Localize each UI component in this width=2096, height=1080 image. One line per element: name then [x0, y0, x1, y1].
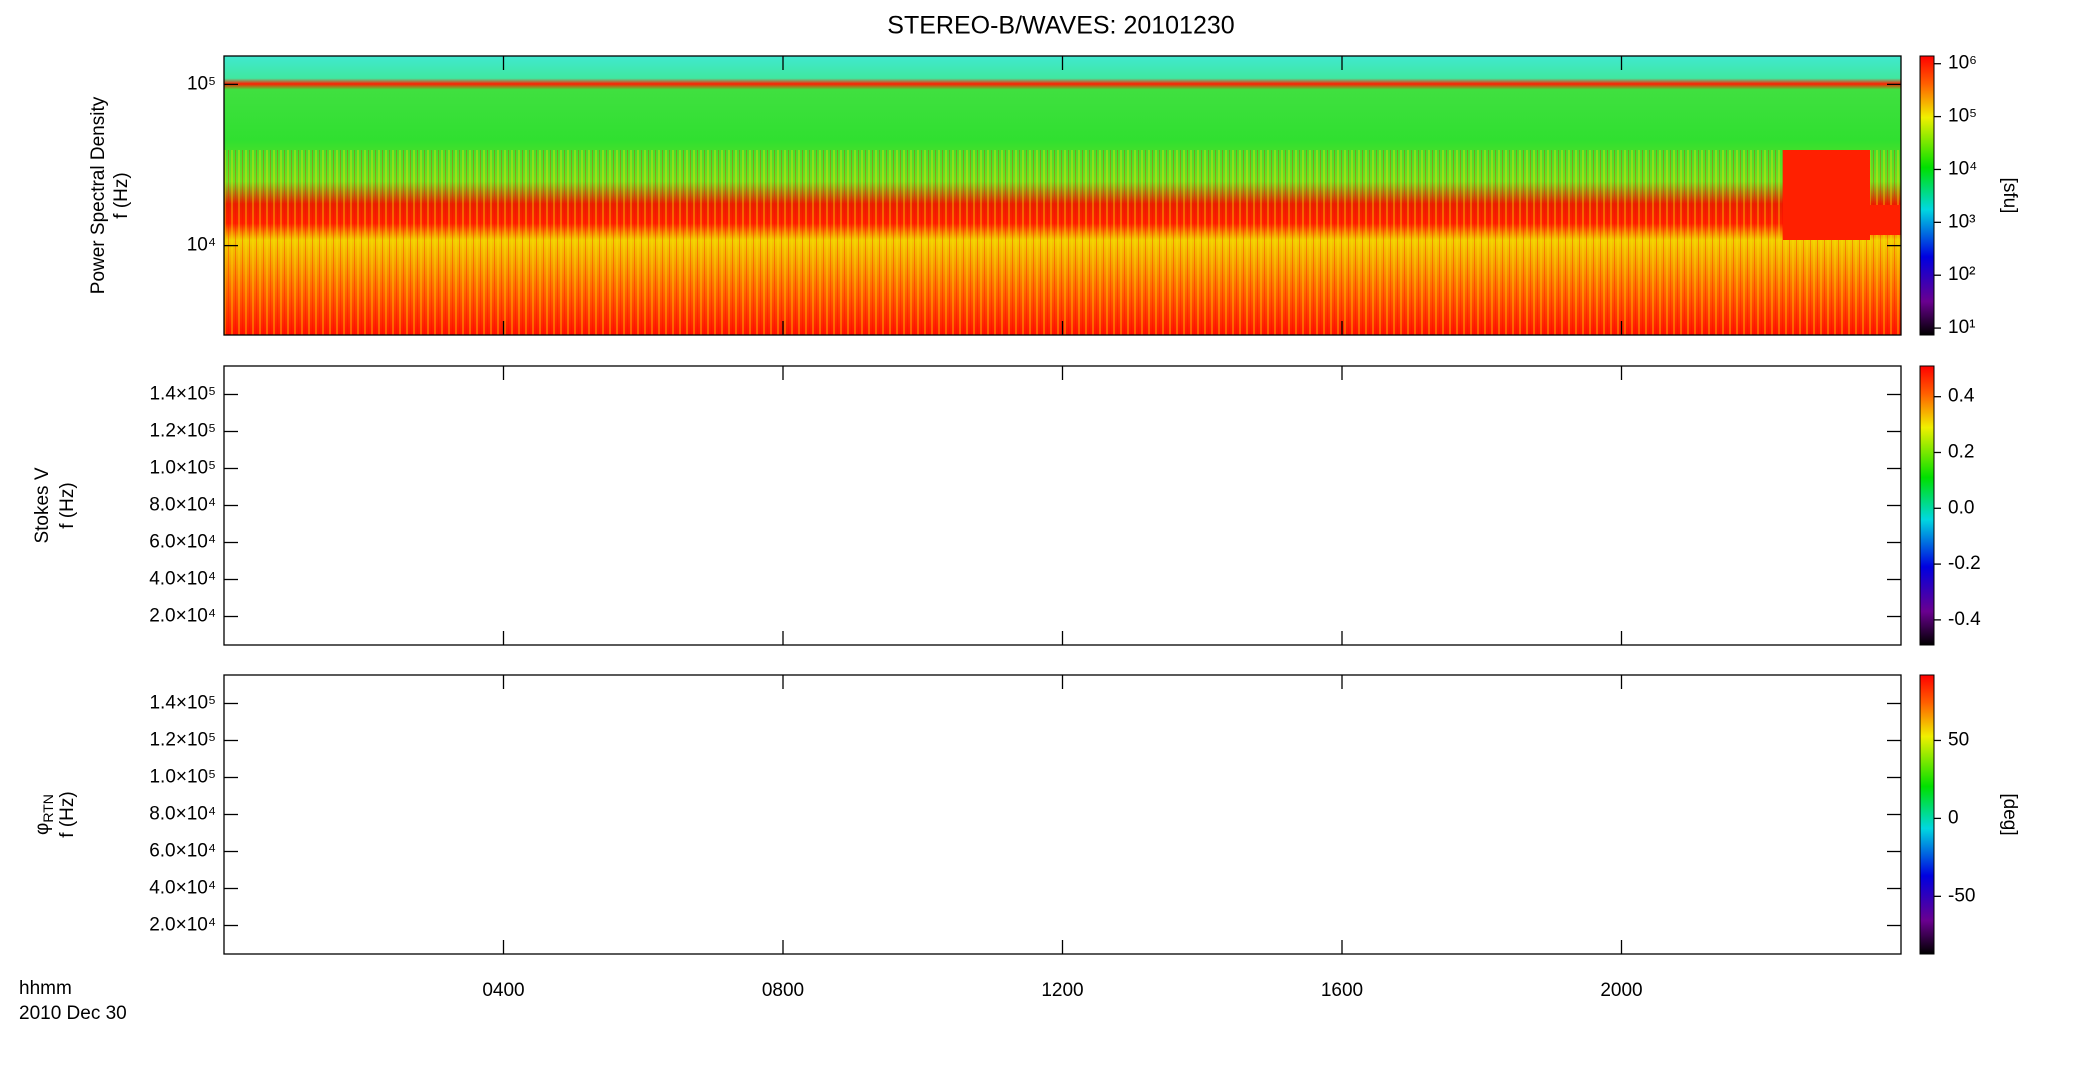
y-axis-label: f (Hz) [57, 482, 78, 528]
colorbar-tick-label: 10² [1948, 264, 1975, 285]
y-axis-symbol-main: φ [32, 823, 53, 835]
y-axis-label: f (Hz) [57, 791, 78, 837]
colorbar-tick-label: 10³ [1948, 211, 1975, 232]
y-tick-label: 8.0×10⁴ [149, 804, 216, 825]
y-tick-label: 4.0×10⁴ [149, 569, 216, 590]
colorbar-tick-label: -0.4 [1948, 609, 1981, 630]
colorbar-tick-label: 0.4 [1948, 386, 1975, 407]
colorbar-label: [deg] [1999, 793, 2020, 835]
y-axis-symbol-subscript: RTN [40, 794, 56, 823]
y-tick-label: 8.0×10⁴ [149, 495, 216, 516]
colorbar [1919, 55, 1935, 336]
x-tick-label: 1600 [1321, 980, 1363, 1001]
plot-frame [223, 674, 1902, 955]
colorbar [1919, 365, 1935, 646]
colorbar-tick-label: 10¹ [1948, 317, 1975, 338]
y-axis-symbol: φRTN [32, 794, 56, 835]
y-tick-label: 1.4×10⁵ [149, 693, 216, 714]
y-tick-label: 1.0×10⁵ [149, 458, 216, 479]
y-tick-label: 4.0×10⁴ [149, 878, 216, 899]
x-tick-label: 0400 [482, 980, 524, 1001]
y-tick-label: 10⁵ [187, 73, 216, 94]
colorbar-tick-label: 0 [1948, 807, 1959, 828]
x-tick-label: 0800 [762, 980, 804, 1001]
y-tick-label: 2.0×10⁴ [149, 915, 216, 936]
y-tick-label: 1.4×10⁵ [149, 384, 216, 405]
colorbar-tick-label: 0.0 [1948, 497, 1974, 518]
colorbar-tick-label: 10⁶ [1948, 53, 1977, 74]
colorbar-tick-label: -50 [1948, 885, 1975, 906]
colorbar [1919, 674, 1935, 955]
y-tick-label: 1.0×10⁵ [149, 767, 216, 788]
colorbar-tick-label: 0.2 [1948, 442, 1974, 463]
chart-title: STEREO-B/WAVES: 20101230 [887, 12, 1234, 40]
y-tick-label: 6.0×10⁴ [149, 532, 216, 553]
plot-frame [223, 365, 1902, 646]
colorbar-tick-label: 10⁴ [1948, 158, 1977, 179]
y-axis-label: f (Hz) [111, 172, 132, 218]
y-axis-label: Power Spectral Density [88, 96, 109, 294]
y-tick-label: 1.2×10⁵ [149, 421, 216, 442]
colorbar-label: [sfu] [1999, 178, 2020, 214]
y-axis-label: Stokes V [32, 467, 53, 543]
colorbar-tick-label: -0.2 [1948, 553, 1981, 574]
y-tick-label: 6.0×10⁴ [149, 841, 216, 862]
colorbar-tick-label: 50 [1948, 729, 1969, 750]
spectrogram-image [224, 56, 1901, 335]
x-tick-label: 1200 [1041, 980, 1083, 1001]
colorbar-tick-label: 10⁵ [1948, 106, 1977, 127]
y-tick-label: 2.0×10⁴ [149, 606, 216, 627]
date-label: 2010 Dec 30 [19, 1003, 127, 1024]
y-tick-label: 10⁴ [187, 235, 216, 256]
y-tick-label: 1.2×10⁵ [149, 730, 216, 751]
x-tick-label: 2000 [1600, 980, 1642, 1001]
x-axis-label: hhmm [19, 978, 72, 999]
